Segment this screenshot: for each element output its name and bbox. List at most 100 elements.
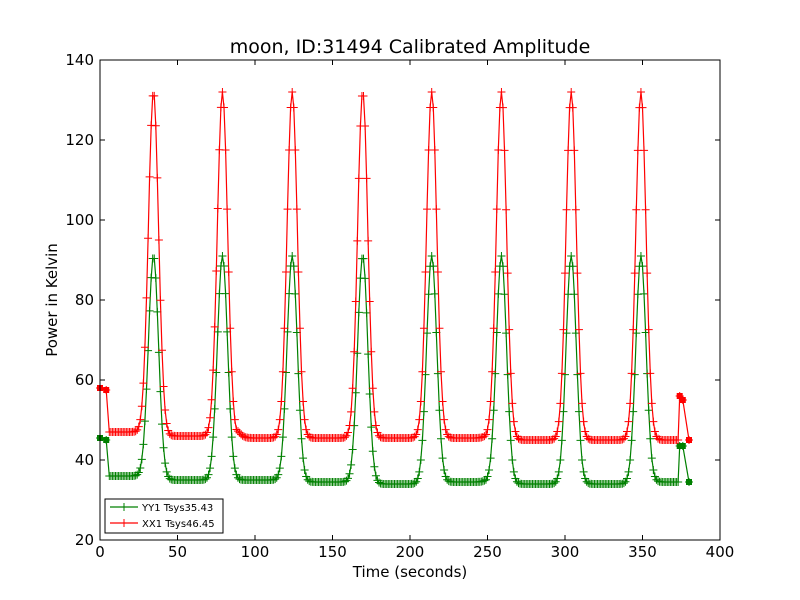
data-point bbox=[561, 269, 569, 278]
data-point bbox=[505, 325, 514, 334]
data-point bbox=[497, 252, 506, 260]
data-point bbox=[435, 406, 444, 415]
data-point bbox=[342, 476, 351, 485]
data-point bbox=[570, 146, 579, 155]
data-point bbox=[627, 369, 636, 378]
y-tick-label: 100 bbox=[65, 211, 94, 229]
data-point bbox=[134, 422, 143, 431]
data-point bbox=[481, 475, 490, 484]
data-point bbox=[218, 88, 227, 96]
data-point bbox=[209, 366, 218, 375]
data-point bbox=[557, 436, 566, 445]
data-point bbox=[573, 269, 582, 278]
data-point bbox=[415, 415, 424, 424]
data-point bbox=[505, 407, 514, 416]
data-point bbox=[151, 121, 160, 130]
data-point bbox=[435, 324, 444, 333]
x-tick-label: 400 bbox=[706, 543, 735, 561]
data-point bbox=[481, 430, 490, 439]
data-point bbox=[554, 467, 563, 476]
data-point bbox=[511, 427, 520, 436]
data-point bbox=[621, 432, 630, 441]
data-point bbox=[154, 235, 163, 244]
y-tick-label: 120 bbox=[65, 131, 94, 149]
data-point bbox=[202, 428, 211, 437]
data-point bbox=[418, 367, 427, 376]
legend: YY1 Tsys35.43 XX1 Tsys46.45 bbox=[104, 498, 224, 534]
data-point bbox=[441, 425, 450, 434]
data-point bbox=[644, 325, 653, 334]
data-point bbox=[220, 103, 228, 112]
data-point bbox=[289, 262, 298, 271]
data-point bbox=[368, 447, 377, 456]
data-point bbox=[623, 427, 631, 436]
data-point bbox=[578, 455, 587, 464]
data-point bbox=[551, 477, 560, 486]
data-point bbox=[438, 397, 447, 406]
data-point bbox=[139, 379, 148, 388]
data-point bbox=[156, 387, 165, 396]
data-point bbox=[275, 464, 284, 473]
data-point bbox=[207, 452, 216, 461]
data-point bbox=[297, 367, 306, 376]
legend-label: YY1 Tsys35.43 bbox=[141, 503, 213, 514]
data-point bbox=[674, 436, 683, 444]
data-point bbox=[636, 252, 645, 260]
data-point bbox=[638, 103, 647, 112]
data-point bbox=[345, 421, 354, 430]
data-point bbox=[674, 478, 683, 486]
data-point bbox=[353, 236, 362, 245]
data-point bbox=[649, 417, 658, 426]
data-point bbox=[140, 343, 149, 352]
data-point bbox=[362, 308, 371, 317]
data-point bbox=[365, 390, 374, 399]
data-point bbox=[413, 425, 422, 434]
data-point bbox=[204, 470, 213, 479]
data-point bbox=[647, 454, 656, 463]
x-tick-label: 200 bbox=[396, 543, 425, 561]
data-point bbox=[650, 472, 659, 481]
y-tick-label: 80 bbox=[75, 291, 94, 309]
x-tick-label: 100 bbox=[241, 543, 270, 561]
data-point bbox=[626, 399, 635, 408]
data-point bbox=[480, 432, 489, 441]
data-point bbox=[437, 367, 445, 376]
x-tick-label: 350 bbox=[628, 543, 657, 561]
data-point bbox=[438, 454, 447, 463]
data-point bbox=[554, 417, 563, 426]
data-point bbox=[415, 467, 424, 476]
data-point bbox=[291, 289, 300, 298]
data-point bbox=[579, 467, 588, 476]
data-point bbox=[570, 290, 579, 299]
data-point bbox=[210, 404, 219, 413]
data-point bbox=[551, 432, 560, 441]
data-point bbox=[416, 455, 425, 464]
data-point bbox=[568, 103, 577, 112]
data-point bbox=[221, 146, 230, 155]
data-point bbox=[509, 417, 518, 426]
data-point bbox=[646, 434, 655, 443]
data-point bbox=[623, 474, 631, 483]
data-point bbox=[151, 273, 160, 282]
data-point bbox=[630, 269, 639, 278]
data-point bbox=[295, 406, 304, 415]
data-point bbox=[557, 369, 566, 378]
data-point bbox=[145, 306, 154, 315]
data-point bbox=[427, 88, 436, 96]
data-point bbox=[218, 252, 227, 260]
data-point bbox=[581, 427, 590, 436]
data-point bbox=[629, 407, 638, 416]
data-point bbox=[297, 434, 306, 443]
data-point bbox=[647, 399, 656, 408]
plot-frame bbox=[99, 59, 721, 541]
data-point bbox=[145, 172, 154, 181]
data-point bbox=[227, 367, 236, 376]
data-point bbox=[351, 297, 360, 306]
chart-title: moon, ID:31494 Calibrated Amplitude bbox=[230, 36, 591, 58]
data-point bbox=[509, 467, 518, 476]
data-point bbox=[370, 462, 379, 471]
data-point bbox=[503, 269, 512, 278]
data-point bbox=[283, 205, 292, 214]
legend-box bbox=[104, 498, 224, 534]
plot-area bbox=[96, 88, 693, 488]
